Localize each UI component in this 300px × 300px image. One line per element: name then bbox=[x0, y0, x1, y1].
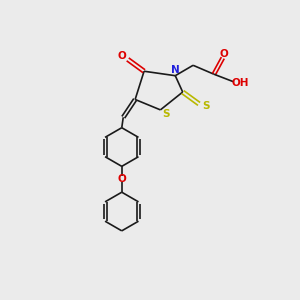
Text: N: N bbox=[171, 65, 180, 75]
Text: S: S bbox=[202, 101, 209, 111]
Text: O: O bbox=[117, 174, 126, 184]
Text: O: O bbox=[118, 51, 127, 62]
Text: O: O bbox=[220, 49, 229, 59]
Text: OH: OH bbox=[232, 77, 249, 88]
Text: S: S bbox=[163, 109, 170, 119]
